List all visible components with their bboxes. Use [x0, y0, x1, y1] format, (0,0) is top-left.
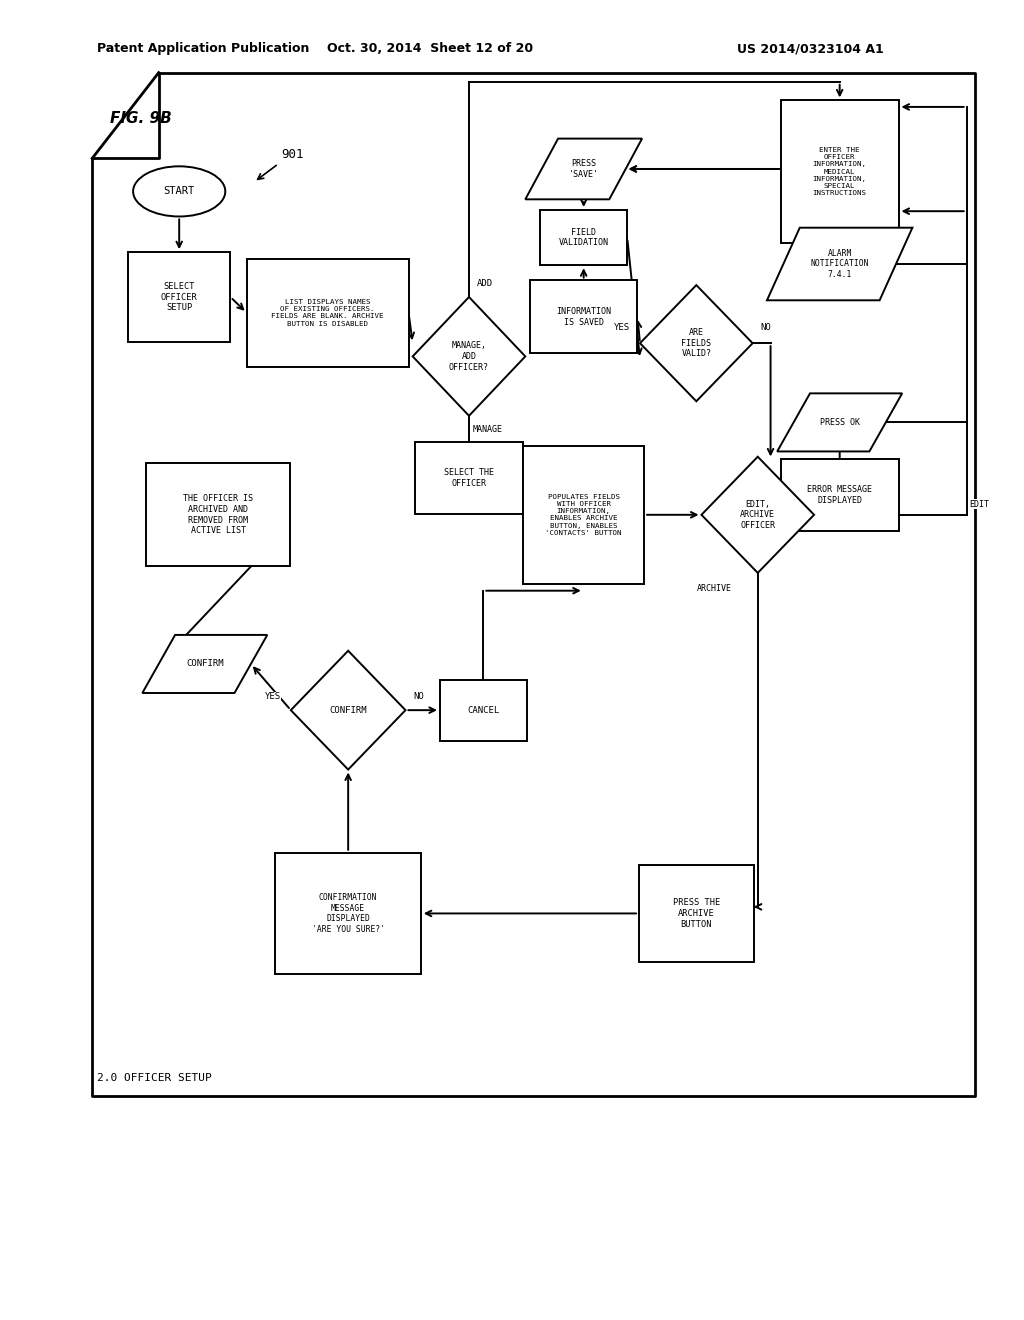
Polygon shape [413, 297, 525, 416]
Text: PRESS THE
ARCHIVE
BUTTON: PRESS THE ARCHIVE BUTTON [673, 898, 720, 929]
Text: ERROR MESSAGE
DISPLAYED: ERROR MESSAGE DISPLAYED [807, 486, 872, 504]
Polygon shape [142, 635, 267, 693]
Polygon shape [525, 139, 642, 199]
Text: YES: YES [264, 693, 281, 701]
Text: ENTER THE
OFFICER
INFORMATION,
MEDICAL
INFORMATION,
SPECIAL
INSTRUCTIONS: ENTER THE OFFICER INFORMATION, MEDICAL I… [813, 147, 866, 197]
Bar [247, 259, 409, 367]
Text: ALARM
NOTIFICATION
7.4.1: ALARM NOTIFICATION 7.4.1 [810, 248, 869, 280]
Polygon shape [640, 285, 753, 401]
Polygon shape [767, 227, 912, 300]
Bar [128, 252, 230, 342]
Text: PRESS OK: PRESS OK [819, 418, 860, 426]
Text: LIST DISPLAYS NAMES
OF EXISTING OFFICERS.
FIELDS ARE BLANK. ARCHIVE
BUTTON IS DI: LIST DISPLAYS NAMES OF EXISTING OFFICERS… [271, 298, 384, 327]
Bar [523, 446, 644, 583]
Text: ARCHIVE: ARCHIVE [697, 585, 732, 593]
Bar [541, 210, 627, 265]
Text: ADD: ADD [477, 280, 494, 288]
Bar [780, 100, 899, 243]
Text: INFORMATION
IS SAVED: INFORMATION IS SAVED [556, 308, 611, 326]
Text: SELECT THE
OFFICER: SELECT THE OFFICER [444, 469, 494, 487]
Ellipse shape [133, 166, 225, 216]
Polygon shape [777, 393, 902, 451]
Text: CANCEL: CANCEL [467, 706, 500, 714]
Text: FIG. 9B: FIG. 9B [110, 111, 171, 127]
Polygon shape [291, 651, 406, 770]
Text: YES: YES [613, 323, 630, 331]
Bar [440, 680, 526, 741]
Bar [416, 441, 523, 513]
Text: CONFIRM: CONFIRM [330, 706, 367, 714]
Text: POPULATES FIELDS
WITH OFFICER
INFORMATION,
ENABLES ARCHIVE
BUTTON, ENABLES
'CONT: POPULATES FIELDS WITH OFFICER INFORMATIO… [546, 494, 622, 536]
Text: FIELD
VALIDATION: FIELD VALIDATION [559, 228, 608, 247]
Text: Patent Application Publication: Patent Application Publication [97, 42, 309, 55]
Text: 901: 901 [282, 148, 304, 161]
Text: THE OFFICER IS
ARCHIVED AND
REMOVED FROM
ACTIVE LIST: THE OFFICER IS ARCHIVED AND REMOVED FROM… [183, 494, 253, 536]
Text: EDIT,
ARCHIVE
OFFICER: EDIT, ARCHIVE OFFICER [740, 499, 775, 531]
Text: 2.0 OFFICER SETUP: 2.0 OFFICER SETUP [97, 1073, 212, 1084]
Text: NO: NO [761, 323, 771, 331]
Text: SELECT
OFFICER
SETUP: SELECT OFFICER SETUP [161, 281, 198, 313]
Text: ARE
FIELDS
VALID?: ARE FIELDS VALID? [681, 327, 712, 359]
Bar [530, 280, 637, 352]
Text: PRESS
'SAVE': PRESS 'SAVE' [568, 160, 599, 178]
Bar [639, 865, 754, 962]
Text: EDIT: EDIT [970, 500, 990, 508]
Text: Oct. 30, 2014  Sheet 12 of 20: Oct. 30, 2014 Sheet 12 of 20 [327, 42, 534, 55]
Text: CONFIRMATION
MESSAGE
DISPLAYED
'ARE YOU SURE?': CONFIRMATION MESSAGE DISPLAYED 'ARE YOU … [311, 892, 385, 935]
Bar [780, 459, 899, 531]
Polygon shape [701, 457, 814, 573]
Text: START: START [164, 186, 195, 197]
Text: US 2014/0323104 A1: US 2014/0323104 A1 [737, 42, 884, 55]
Text: NO: NO [414, 693, 424, 701]
Text: CONFIRM: CONFIRM [186, 660, 223, 668]
Bar [275, 853, 421, 974]
Bar [146, 463, 290, 566]
Text: MANAGE,
ADD
OFFICER?: MANAGE, ADD OFFICER? [449, 341, 489, 372]
Text: MANAGE: MANAGE [473, 425, 503, 433]
